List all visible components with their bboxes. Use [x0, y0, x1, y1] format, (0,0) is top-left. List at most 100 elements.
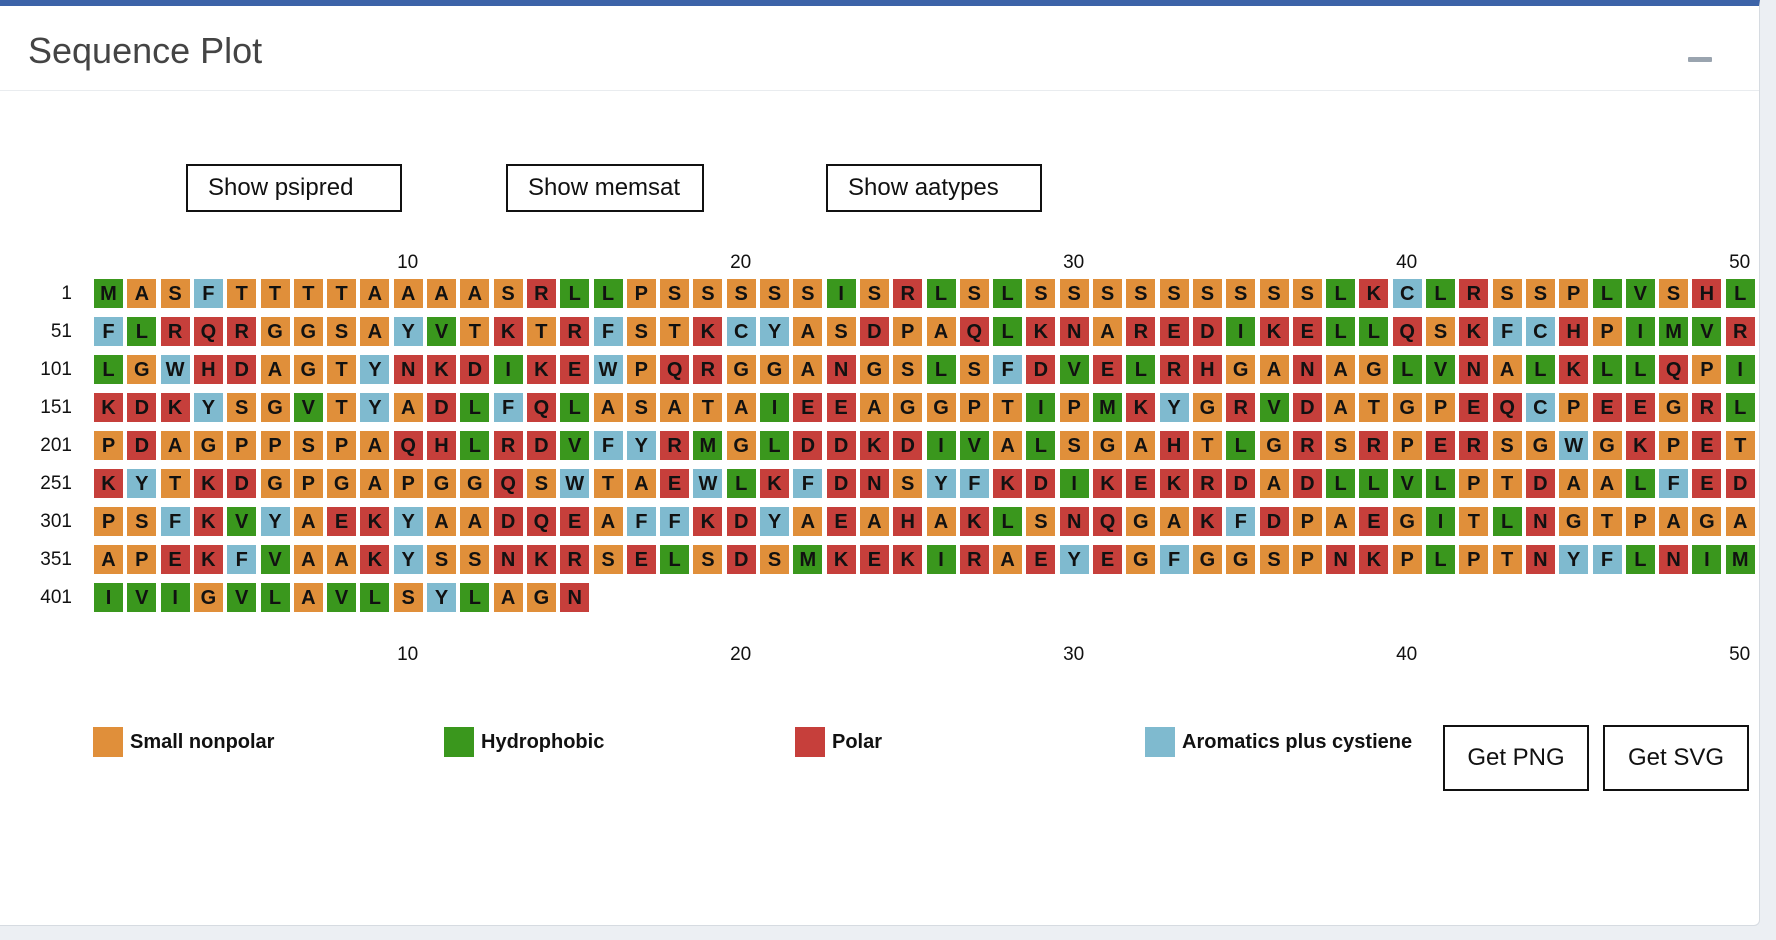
residue-cell: A — [1558, 468, 1590, 499]
residue-cell: Q — [1491, 392, 1523, 423]
residue-cell: T — [259, 278, 291, 309]
residue-cell: H — [192, 354, 224, 385]
residue-cell: V — [126, 582, 158, 613]
residue-cell: R — [559, 316, 591, 347]
residue-cell: A — [1491, 354, 1523, 385]
residue-cell: K — [1458, 316, 1490, 347]
residue-cell: A — [792, 354, 824, 385]
residue-cell: D — [825, 430, 857, 461]
residue-cell: Q — [492, 468, 524, 499]
residue-cell: C — [1524, 392, 1556, 423]
residue-cell: P — [625, 278, 657, 309]
residue-cell: S — [892, 468, 924, 499]
residue-cell: F — [958, 468, 990, 499]
residue-cell: L — [1425, 468, 1456, 499]
residue-cell: A — [792, 506, 824, 537]
residue-cell: P — [93, 506, 124, 537]
residue-cell: I — [492, 354, 524, 385]
legend-swatch — [1145, 727, 1175, 757]
residue-cell: Y — [759, 316, 790, 347]
residue-cell: P — [958, 392, 990, 423]
residue-cell: N — [1058, 506, 1090, 537]
residue-cell: P — [1624, 506, 1656, 537]
legend-swatch — [795, 727, 825, 757]
residue-cell: W — [559, 468, 591, 499]
residue-cell: L — [592, 278, 624, 309]
residue-cell: L — [1624, 468, 1656, 499]
residue-cell: R — [559, 544, 591, 575]
show-memsat-button[interactable]: Show memsat — [506, 164, 704, 212]
residue-cell: A — [925, 506, 957, 537]
residue-cell: F — [226, 544, 258, 575]
legend-swatch — [93, 727, 123, 757]
residue-cell: S — [1258, 278, 1290, 309]
residue-cell: L — [459, 430, 491, 461]
residue-cell: R — [226, 316, 258, 347]
residue-cell: A — [1724, 506, 1756, 537]
residue-cell: A — [1092, 316, 1123, 347]
residue-cell: A — [1325, 506, 1357, 537]
get-png-button[interactable]: Get PNG — [1443, 725, 1589, 791]
residue-cell: A — [326, 544, 358, 575]
show-psipred-button[interactable]: Show psipred — [186, 164, 402, 212]
residue-cell: G — [326, 468, 358, 499]
legend-label: Hydrophobic — [481, 730, 605, 753]
residue-cell: P — [292, 468, 324, 499]
residue-cell: G — [126, 354, 158, 385]
residue-cell: L — [459, 582, 491, 613]
sequence-plot-panel: Sequence Plot Show psipred Show memsat S… — [0, 0, 1760, 926]
residue-cell: A — [392, 392, 424, 423]
residue-cell: D — [126, 430, 158, 461]
residue-cell: T — [326, 278, 358, 309]
residue-cell: R — [1358, 430, 1390, 461]
residue-cell: D — [226, 354, 258, 385]
residue-cell: S — [792, 278, 824, 309]
residue-cell: P — [126, 544, 158, 575]
residue-cell: M — [1092, 392, 1123, 423]
residue-cell: P — [1558, 392, 1590, 423]
residue-cell: F — [492, 392, 524, 423]
collapse-button[interactable] — [1686, 51, 1714, 75]
residue-cell: N — [1458, 354, 1490, 385]
residue-cell: N — [1291, 354, 1323, 385]
residue-cell: R — [659, 430, 691, 461]
residue-cell: I — [159, 582, 191, 613]
residue-cell: K — [992, 468, 1024, 499]
residue-cell: Y — [359, 354, 391, 385]
get-svg-button[interactable]: Get SVG — [1603, 725, 1749, 791]
residue-cell: A — [459, 278, 491, 309]
residue-cell: L — [659, 544, 691, 575]
position-tick-label: 50 — [1729, 644, 1751, 665]
residue-cell: I — [825, 278, 857, 309]
residue-cell: I — [1225, 316, 1257, 347]
residue-cell: L — [725, 468, 757, 499]
residue-cell: V — [426, 316, 457, 347]
residue-cell: K — [359, 544, 391, 575]
residue-cell: K — [93, 468, 124, 499]
residue-cell: H — [892, 506, 924, 537]
residue-cell: T — [1491, 468, 1523, 499]
residue-cell: L — [1025, 430, 1057, 461]
residue-cell: A — [459, 506, 491, 537]
legend-label: Aromatics plus cystiene — [1182, 730, 1413, 753]
residue-cell: I — [759, 392, 790, 423]
residue-cell: K — [192, 544, 224, 575]
residue-cell: S — [1258, 544, 1290, 575]
residue-cell: G — [1524, 430, 1556, 461]
residue-cell: D — [426, 392, 457, 423]
residue-cell: S — [1524, 278, 1556, 309]
residue-cell: A — [426, 506, 457, 537]
residue-cell: L — [459, 392, 491, 423]
residue-cell: L — [1724, 392, 1756, 423]
residue-cell: K — [1558, 354, 1590, 385]
residue-cell: P — [1591, 316, 1623, 347]
residue-cell: K — [1624, 430, 1656, 461]
residue-cell: K — [525, 354, 557, 385]
show-aatypes-button[interactable]: Show aatypes — [826, 164, 1042, 212]
position-tick-label: 10 — [397, 252, 419, 273]
residue-cell: T — [992, 392, 1024, 423]
residue-cell: A — [292, 582, 324, 613]
residue-cell: M — [792, 544, 824, 575]
residue-cell: G — [192, 430, 224, 461]
residue-cell: E — [858, 544, 890, 575]
